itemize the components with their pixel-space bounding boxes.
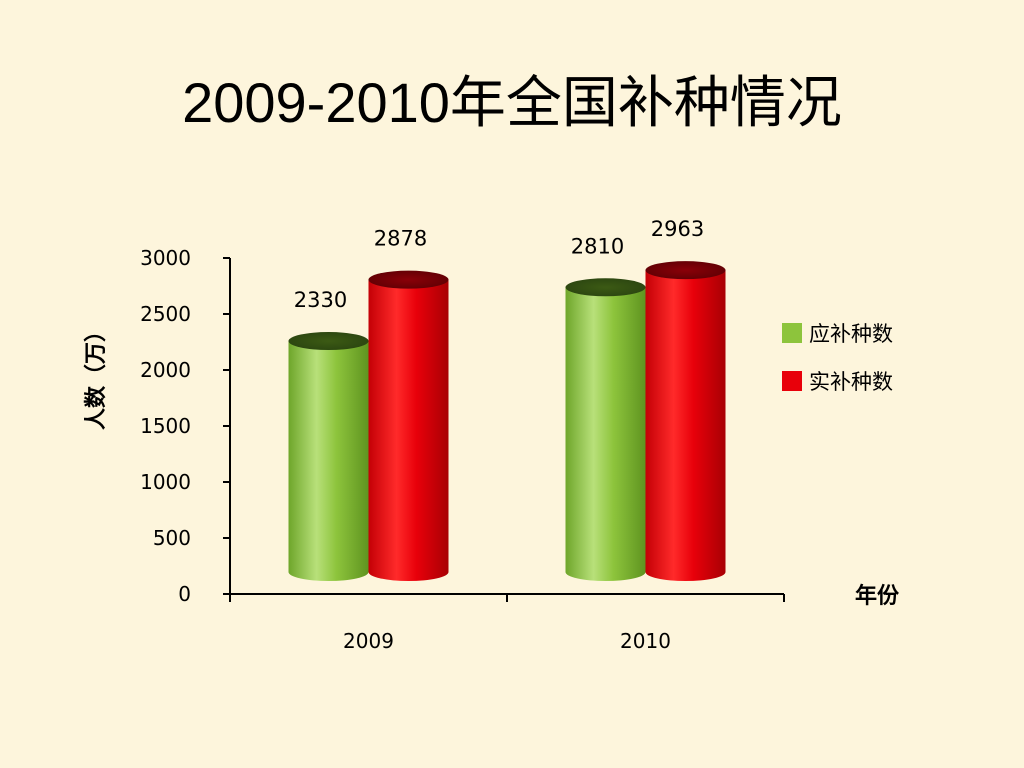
slide-title: 2009-2010年全国补种情况 [182,71,842,134]
data-label: 2330 [294,288,347,312]
y-tick-label: 1000 [140,470,191,494]
y-tick-label: 2500 [140,302,191,326]
bar-应补种数-2009 [288,332,369,581]
legend-label: 应补种数 [809,322,893,346]
legend-swatch [782,323,802,343]
y-tick-label: 0 [178,582,191,606]
data-label: 2878 [374,227,427,251]
y-tick-label: 1500 [140,414,191,438]
y-tick-label: 2000 [140,358,191,382]
bar-实补种数-2009 [368,270,449,581]
x-axis-title: 年份 [855,583,900,609]
bar-应补种数-2010 [565,278,646,581]
bar-实补种数-2010 [645,261,726,581]
x-tick-label: 2009 [343,629,394,653]
data-label: 2810 [571,234,624,258]
y-tick-label: 500 [153,526,191,550]
y-axis-title: 人数（万） [83,320,109,430]
legend-swatch [782,371,802,391]
y-tick-label: 3000 [140,246,191,270]
legend-label: 实补种数 [809,370,893,394]
data-label: 2963 [651,217,704,241]
x-tick-label: 2010 [620,629,671,653]
